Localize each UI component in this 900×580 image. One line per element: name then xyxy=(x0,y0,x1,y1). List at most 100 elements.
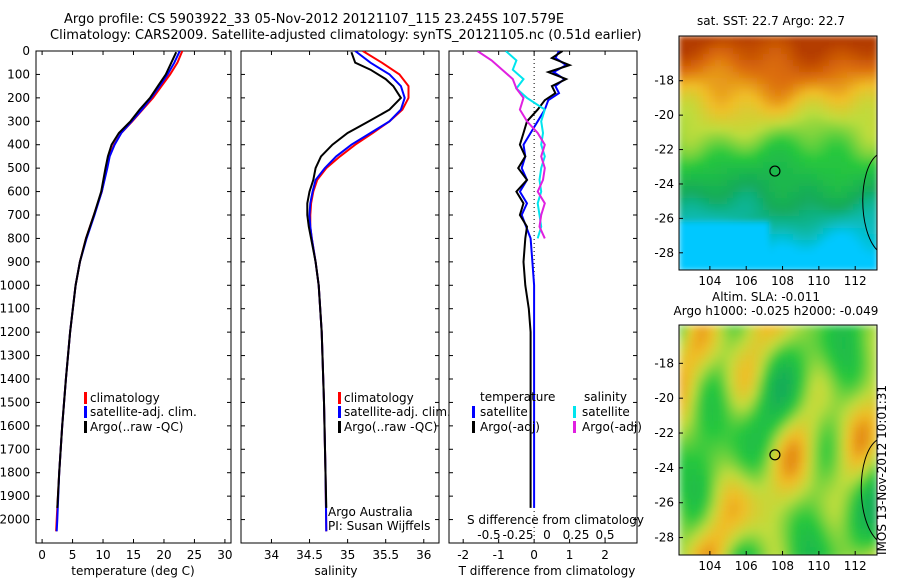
sla-cell xyxy=(703,517,710,524)
x-tick-label: 0 xyxy=(530,548,538,562)
sla-cell xyxy=(715,439,722,446)
sla-cell xyxy=(745,481,752,488)
sst-cell xyxy=(787,246,794,253)
sla-cell xyxy=(763,487,770,494)
sst-cell xyxy=(703,156,710,163)
sla-cell xyxy=(829,481,836,488)
sla-cell xyxy=(799,505,806,512)
sst-cell xyxy=(775,252,782,259)
sst-cell xyxy=(859,126,866,133)
sla-cell xyxy=(751,331,758,338)
sst-cell xyxy=(847,72,854,79)
sla-cell xyxy=(787,475,794,482)
sla-cell xyxy=(763,439,770,446)
depth-tick-label: 0 xyxy=(22,44,30,58)
sst-cell xyxy=(865,78,872,85)
sst-cell xyxy=(751,48,758,55)
sst-cell xyxy=(829,114,836,121)
sla-cell xyxy=(703,373,710,380)
sla-cell xyxy=(853,385,860,392)
sst-cell xyxy=(793,156,800,163)
sla-cell xyxy=(745,421,752,428)
sla-cell xyxy=(739,487,746,494)
sla-cell xyxy=(835,427,842,434)
sla-cell xyxy=(709,457,716,464)
sst-cell xyxy=(853,144,860,151)
sla-cell xyxy=(853,421,860,428)
sst-cell xyxy=(835,246,842,253)
sla-cell xyxy=(715,457,722,464)
sst-cell xyxy=(835,150,842,157)
sla-cell xyxy=(847,439,854,446)
sst-cell xyxy=(793,264,800,270)
sla-cell xyxy=(697,361,704,368)
sst-cell xyxy=(847,78,854,85)
sst-cell xyxy=(727,66,734,73)
sla-cell xyxy=(829,415,836,422)
sst-cell xyxy=(805,174,812,181)
sla-cell xyxy=(817,475,824,482)
sla-cell xyxy=(715,385,722,392)
sla-cell xyxy=(841,445,848,452)
sla-cell xyxy=(715,367,722,374)
sst-cell xyxy=(679,174,686,181)
sla-cell xyxy=(805,379,812,386)
sla-cell xyxy=(709,367,716,374)
sla-cell xyxy=(763,457,770,464)
sla-cell xyxy=(739,397,746,404)
sla-cell xyxy=(847,349,854,356)
sst-cell xyxy=(823,168,830,175)
sla-cell xyxy=(811,493,818,500)
sst-cell xyxy=(847,192,854,199)
sla-cell xyxy=(715,355,722,362)
sst-cell xyxy=(751,36,758,43)
sst-cell xyxy=(685,168,692,175)
sst-cell xyxy=(769,252,776,259)
sst-cell xyxy=(703,204,710,211)
sst-cell xyxy=(751,234,758,241)
sst-cell xyxy=(799,180,806,187)
sla-cell xyxy=(727,511,734,518)
sst-cell xyxy=(757,108,764,115)
sla-cell xyxy=(739,499,746,506)
sst-cell xyxy=(763,126,770,133)
sst-cell xyxy=(733,108,740,115)
sst-cell xyxy=(829,180,836,187)
sla-cell xyxy=(847,505,854,512)
sla-cell xyxy=(703,523,710,530)
sst-cell xyxy=(781,66,788,73)
sst-cell xyxy=(739,168,746,175)
sla-cell xyxy=(757,523,764,530)
sla-cell xyxy=(703,337,710,344)
sla-cell xyxy=(745,397,752,404)
sst-cell xyxy=(823,48,830,55)
sst-cell xyxy=(757,72,764,79)
sla-cell xyxy=(703,529,710,536)
sst-cell xyxy=(835,120,842,127)
sst-cell xyxy=(847,90,854,97)
sla-cell xyxy=(715,493,722,500)
sst-cell xyxy=(769,36,776,43)
sst-cell xyxy=(829,36,836,43)
sla-cell xyxy=(757,403,764,410)
sla-cell xyxy=(817,361,824,368)
sla-cell xyxy=(745,343,752,350)
sla-cell xyxy=(829,475,836,482)
sst-cell xyxy=(721,54,728,61)
series-line xyxy=(515,51,573,508)
sla-cell xyxy=(793,349,800,356)
sst-cell xyxy=(697,174,704,181)
sla-cell xyxy=(835,337,842,344)
sst-cell xyxy=(835,240,842,247)
sla-cell xyxy=(703,553,710,555)
sla-cell xyxy=(787,517,794,524)
sla-cell xyxy=(703,415,710,422)
sla-cell xyxy=(793,331,800,338)
sst-cell xyxy=(745,168,752,175)
sla-cell xyxy=(751,385,758,392)
sla-cell xyxy=(811,391,818,398)
sla-cell xyxy=(685,451,692,458)
sla-cell xyxy=(853,439,860,446)
sla-cell xyxy=(829,427,836,434)
